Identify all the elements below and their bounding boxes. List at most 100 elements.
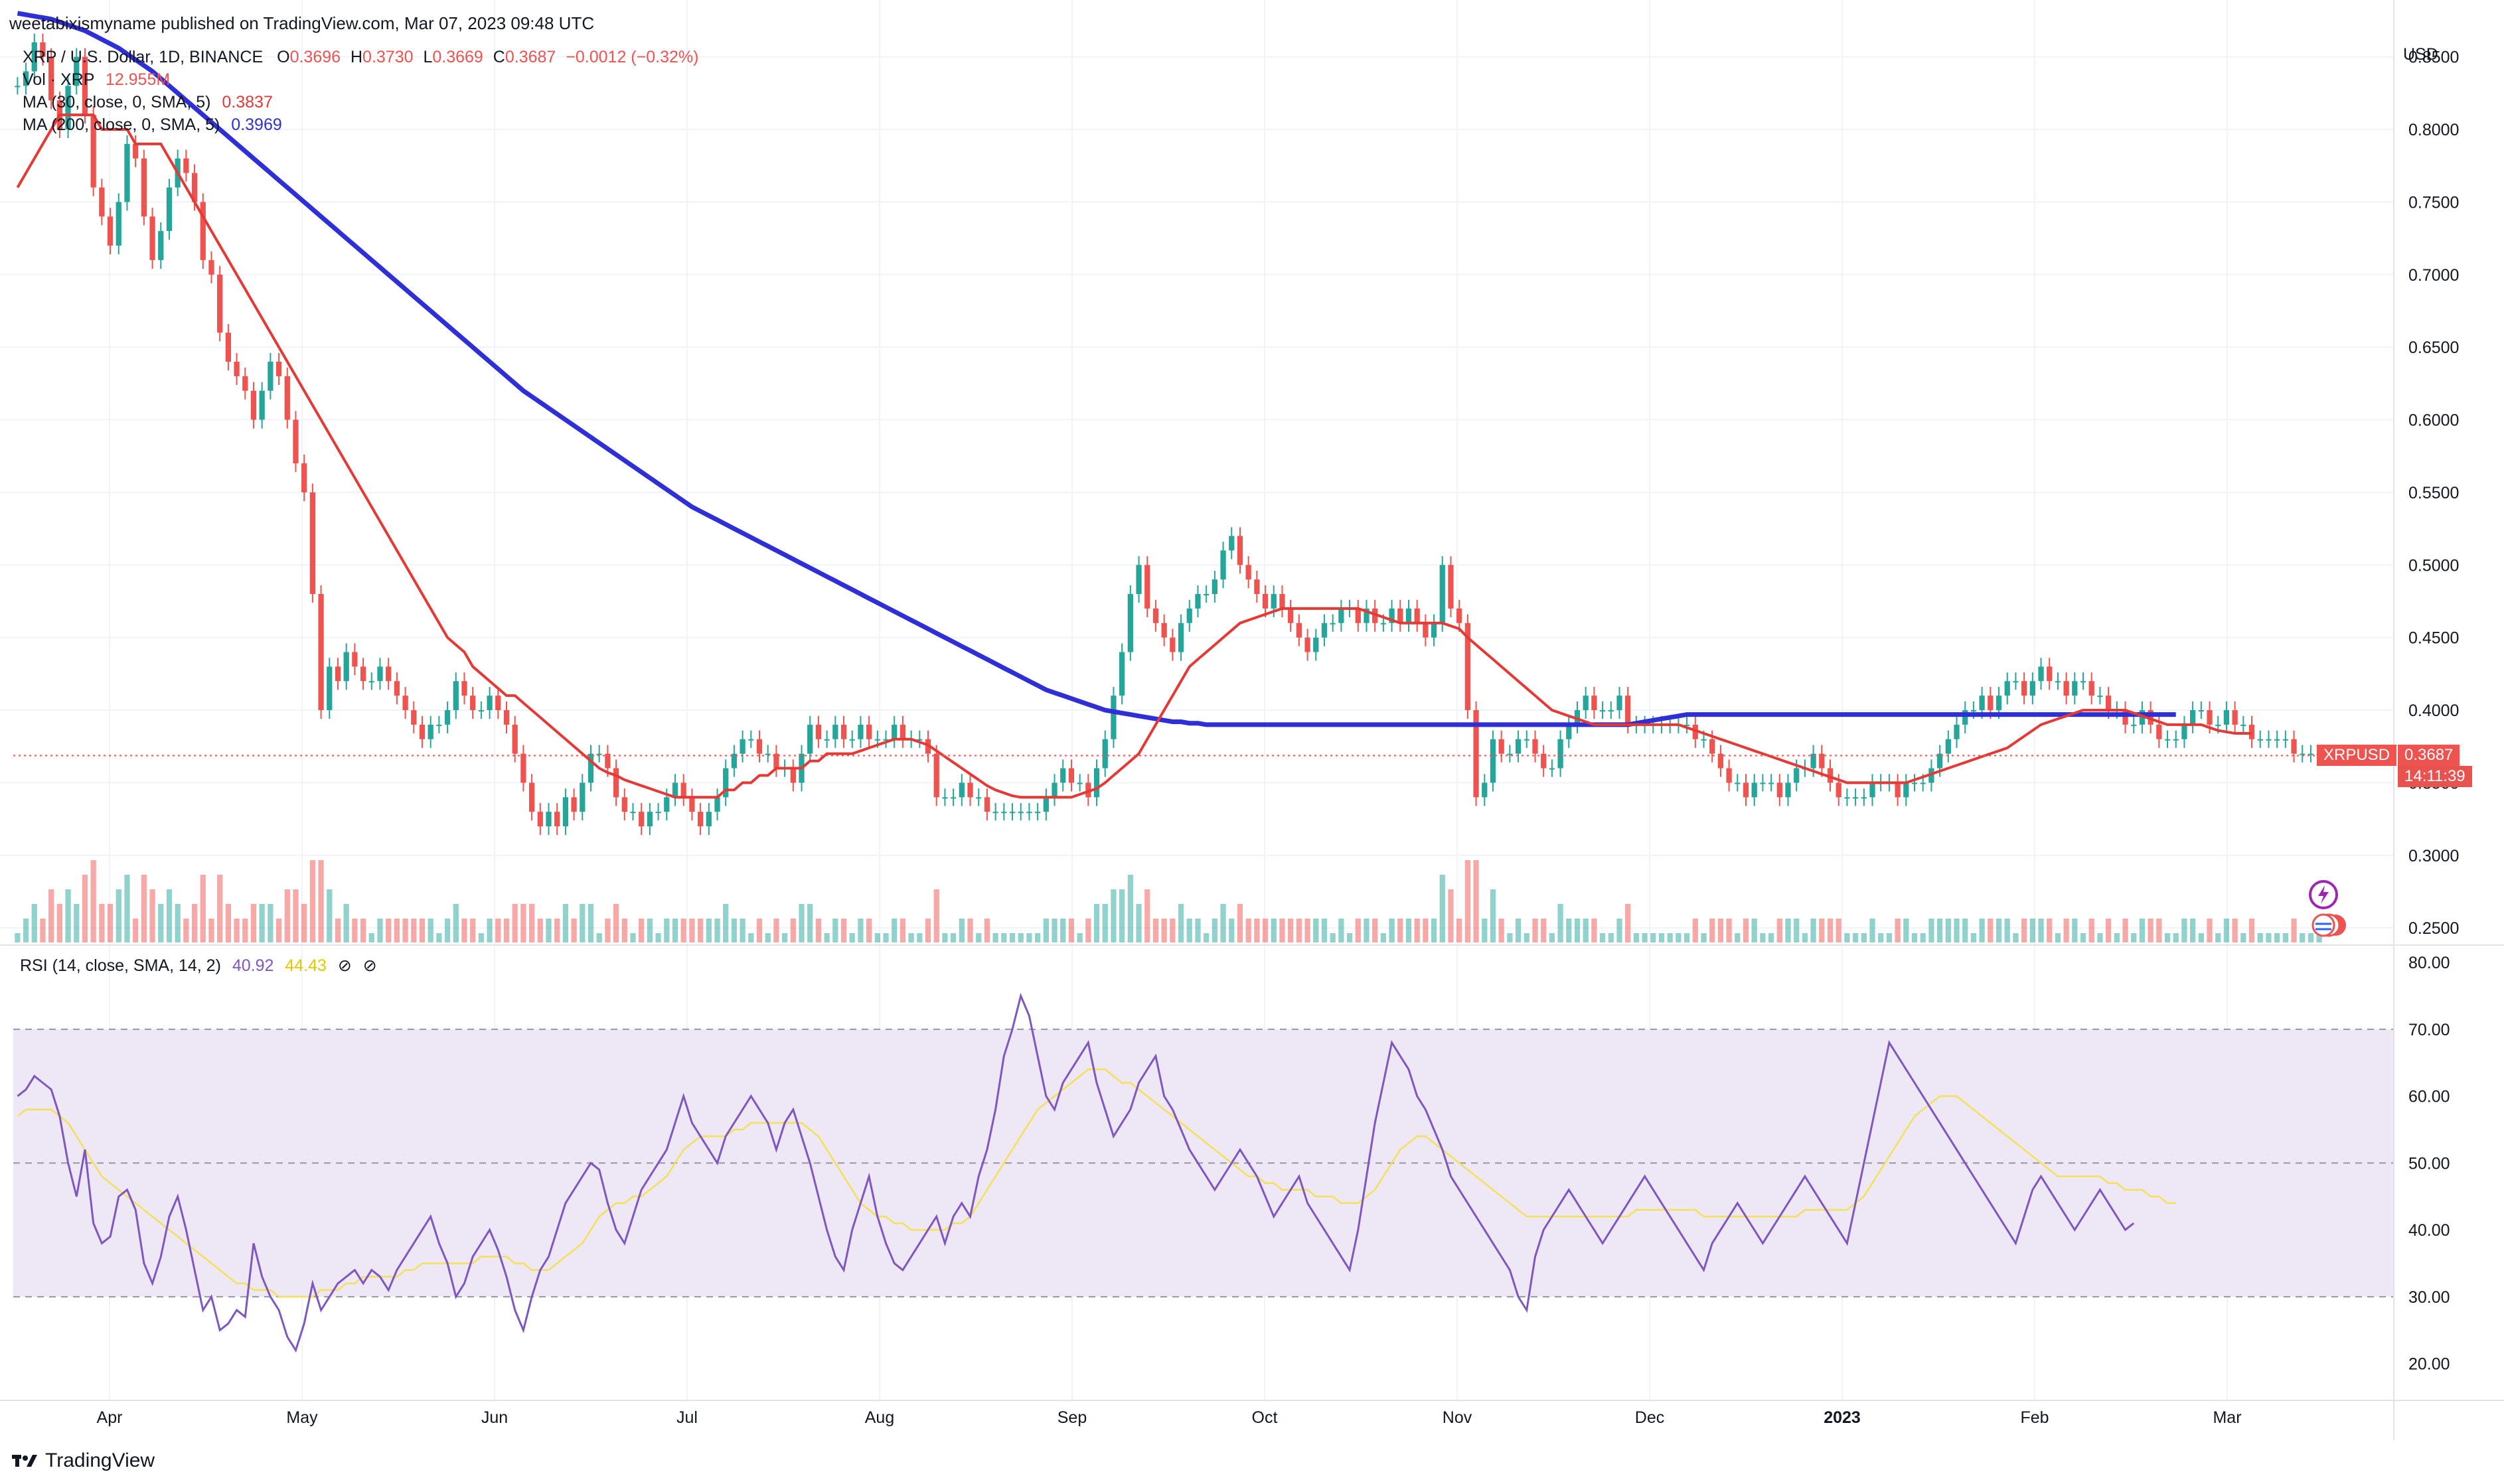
- volume-bar: [1321, 919, 1328, 942]
- volume-bar: [1642, 933, 1648, 942]
- candle-body: [250, 390, 257, 420]
- candle-body: [1195, 594, 1201, 609]
- volume-bar: [2257, 933, 2263, 942]
- volume-bar: [1861, 933, 1867, 942]
- candle-body: [2047, 666, 2053, 682]
- candle-body: [1119, 652, 1125, 696]
- volume-bar: [1288, 919, 1294, 942]
- volume-bar: [1886, 933, 1893, 942]
- candle-body: [849, 739, 855, 741]
- volume-bar: [2114, 933, 2120, 942]
- volume-bar: [2266, 933, 2272, 942]
- rsi-legend[interactable]: RSI (14, close, SMA, 14, 2) 40.92 44.43 …: [20, 956, 377, 976]
- volume-bar: [116, 889, 121, 942]
- volume-bar: [2248, 919, 2255, 942]
- volume-bar: [1245, 919, 1251, 942]
- volume-value: 12.955M: [105, 70, 171, 89]
- candle-body: [528, 782, 535, 812]
- volume-legend[interactable]: Vol · XRP 12.955M: [23, 70, 170, 90]
- volume-bar: [1026, 933, 1032, 942]
- low-value: 0.3669: [432, 48, 483, 66]
- volume-bar: [672, 919, 678, 942]
- candle-body: [2291, 739, 2297, 754]
- price-tick-label: 0.8000: [2408, 121, 2459, 139]
- price-tick-label: 0.7500: [2408, 193, 2459, 212]
- volume-bars: [15, 860, 2322, 942]
- candle-body: [1127, 594, 1133, 652]
- candle-body: [1439, 565, 1445, 623]
- candle-body: [242, 376, 248, 391]
- volume-bar: [352, 919, 358, 942]
- candle-body: [1414, 608, 1420, 623]
- candle-body: [487, 696, 493, 710]
- candle-body: [1869, 782, 1875, 798]
- volume-bar: [275, 919, 282, 942]
- volume-label: Vol · XRP: [23, 70, 94, 89]
- candle-body: [124, 143, 130, 202]
- candle-body: [1204, 594, 1210, 595]
- candle-body: [1988, 696, 1994, 710]
- volume-bar: [1541, 919, 1547, 942]
- volume-bar: [1068, 919, 1075, 942]
- volume-bar: [419, 919, 426, 942]
- tradingview-brand[interactable]: TradingView: [12, 1449, 155, 1472]
- candle-body: [141, 158, 147, 217]
- ma200-legend[interactable]: MA (200, close, 0, SMA, 5) 0.3969: [23, 115, 282, 135]
- symbol-legend[interactable]: XRP / U.S. Dollar, 1D, BINANCE O0.3696 H…: [23, 48, 698, 67]
- candle-body: [1911, 782, 1918, 784]
- candle-body: [65, 86, 71, 129]
- candle-body: [664, 797, 670, 812]
- volume-bar: [892, 919, 898, 942]
- volume-bar: [976, 933, 982, 942]
- volume-bar: [1701, 933, 1707, 942]
- candle-body: [208, 260, 214, 275]
- volume-bar: [799, 904, 805, 942]
- volume-bar: [1237, 904, 1243, 942]
- volume-bar: [587, 904, 594, 942]
- volume-bar: [2308, 933, 2314, 942]
- volume-bar: [1692, 919, 1698, 942]
- candle-body: [90, 115, 96, 188]
- candle-body: [275, 362, 282, 376]
- candle-body: [613, 768, 619, 798]
- candle-body: [1566, 724, 1572, 739]
- volume-bar: [1372, 919, 1378, 942]
- volume-bar: [1903, 919, 1909, 942]
- candle-body: [874, 739, 880, 741]
- volume-bar: [200, 875, 206, 942]
- volume-bar: [1397, 919, 1403, 942]
- symbol-name: XRP / U.S. Dollar, 1D, BINANCE: [23, 48, 264, 66]
- volume-bar: [1009, 933, 1016, 942]
- volume-bar: [1895, 919, 1901, 942]
- volume-bar: [284, 889, 290, 942]
- rsi-tick-label: 50.00: [2408, 1154, 2450, 1173]
- flash-icon[interactable]: [2309, 880, 2338, 909]
- volume-bar: [933, 889, 939, 942]
- volume-bar: [1229, 919, 1235, 942]
- candle-body: [495, 696, 501, 710]
- time-axis[interactable]: Apr May Jun Jul Aug Sep Oct Nov Dec 2023 Feb Mar: [97, 1408, 2242, 1427]
- volume-bar: [2106, 919, 2112, 942]
- candle-body: [2190, 710, 2196, 725]
- candle-body: [723, 768, 729, 798]
- volume-bar: [386, 919, 392, 942]
- visibility-off-icon-2[interactable]: ⊘: [362, 956, 377, 975]
- candle-body: [2106, 696, 2112, 710]
- rsi-ma-value: 44.43: [285, 956, 327, 975]
- ma30-legend[interactable]: MA (30, close, 0, SMA, 5) 0.3837: [23, 93, 273, 112]
- candle-body: [116, 202, 121, 246]
- candle-body: [2148, 710, 2153, 725]
- volume-bar: [2139, 919, 2146, 942]
- candle-body: [1844, 797, 1850, 799]
- candle-body: [1448, 565, 1454, 609]
- volume-bar: [23, 919, 29, 942]
- candle-body: [1498, 739, 1504, 754]
- volume-bar: [1683, 933, 1690, 942]
- event-flags-icon[interactable]: [2311, 913, 2346, 937]
- rsi-axis[interactable]: 80.00 70.00 60.00 50.00 40.00 30.00 20.00: [2408, 954, 2450, 1373]
- visibility-off-icon[interactable]: ⊘: [337, 956, 352, 975]
- candle-body: [268, 362, 274, 391]
- candle-body: [512, 724, 518, 754]
